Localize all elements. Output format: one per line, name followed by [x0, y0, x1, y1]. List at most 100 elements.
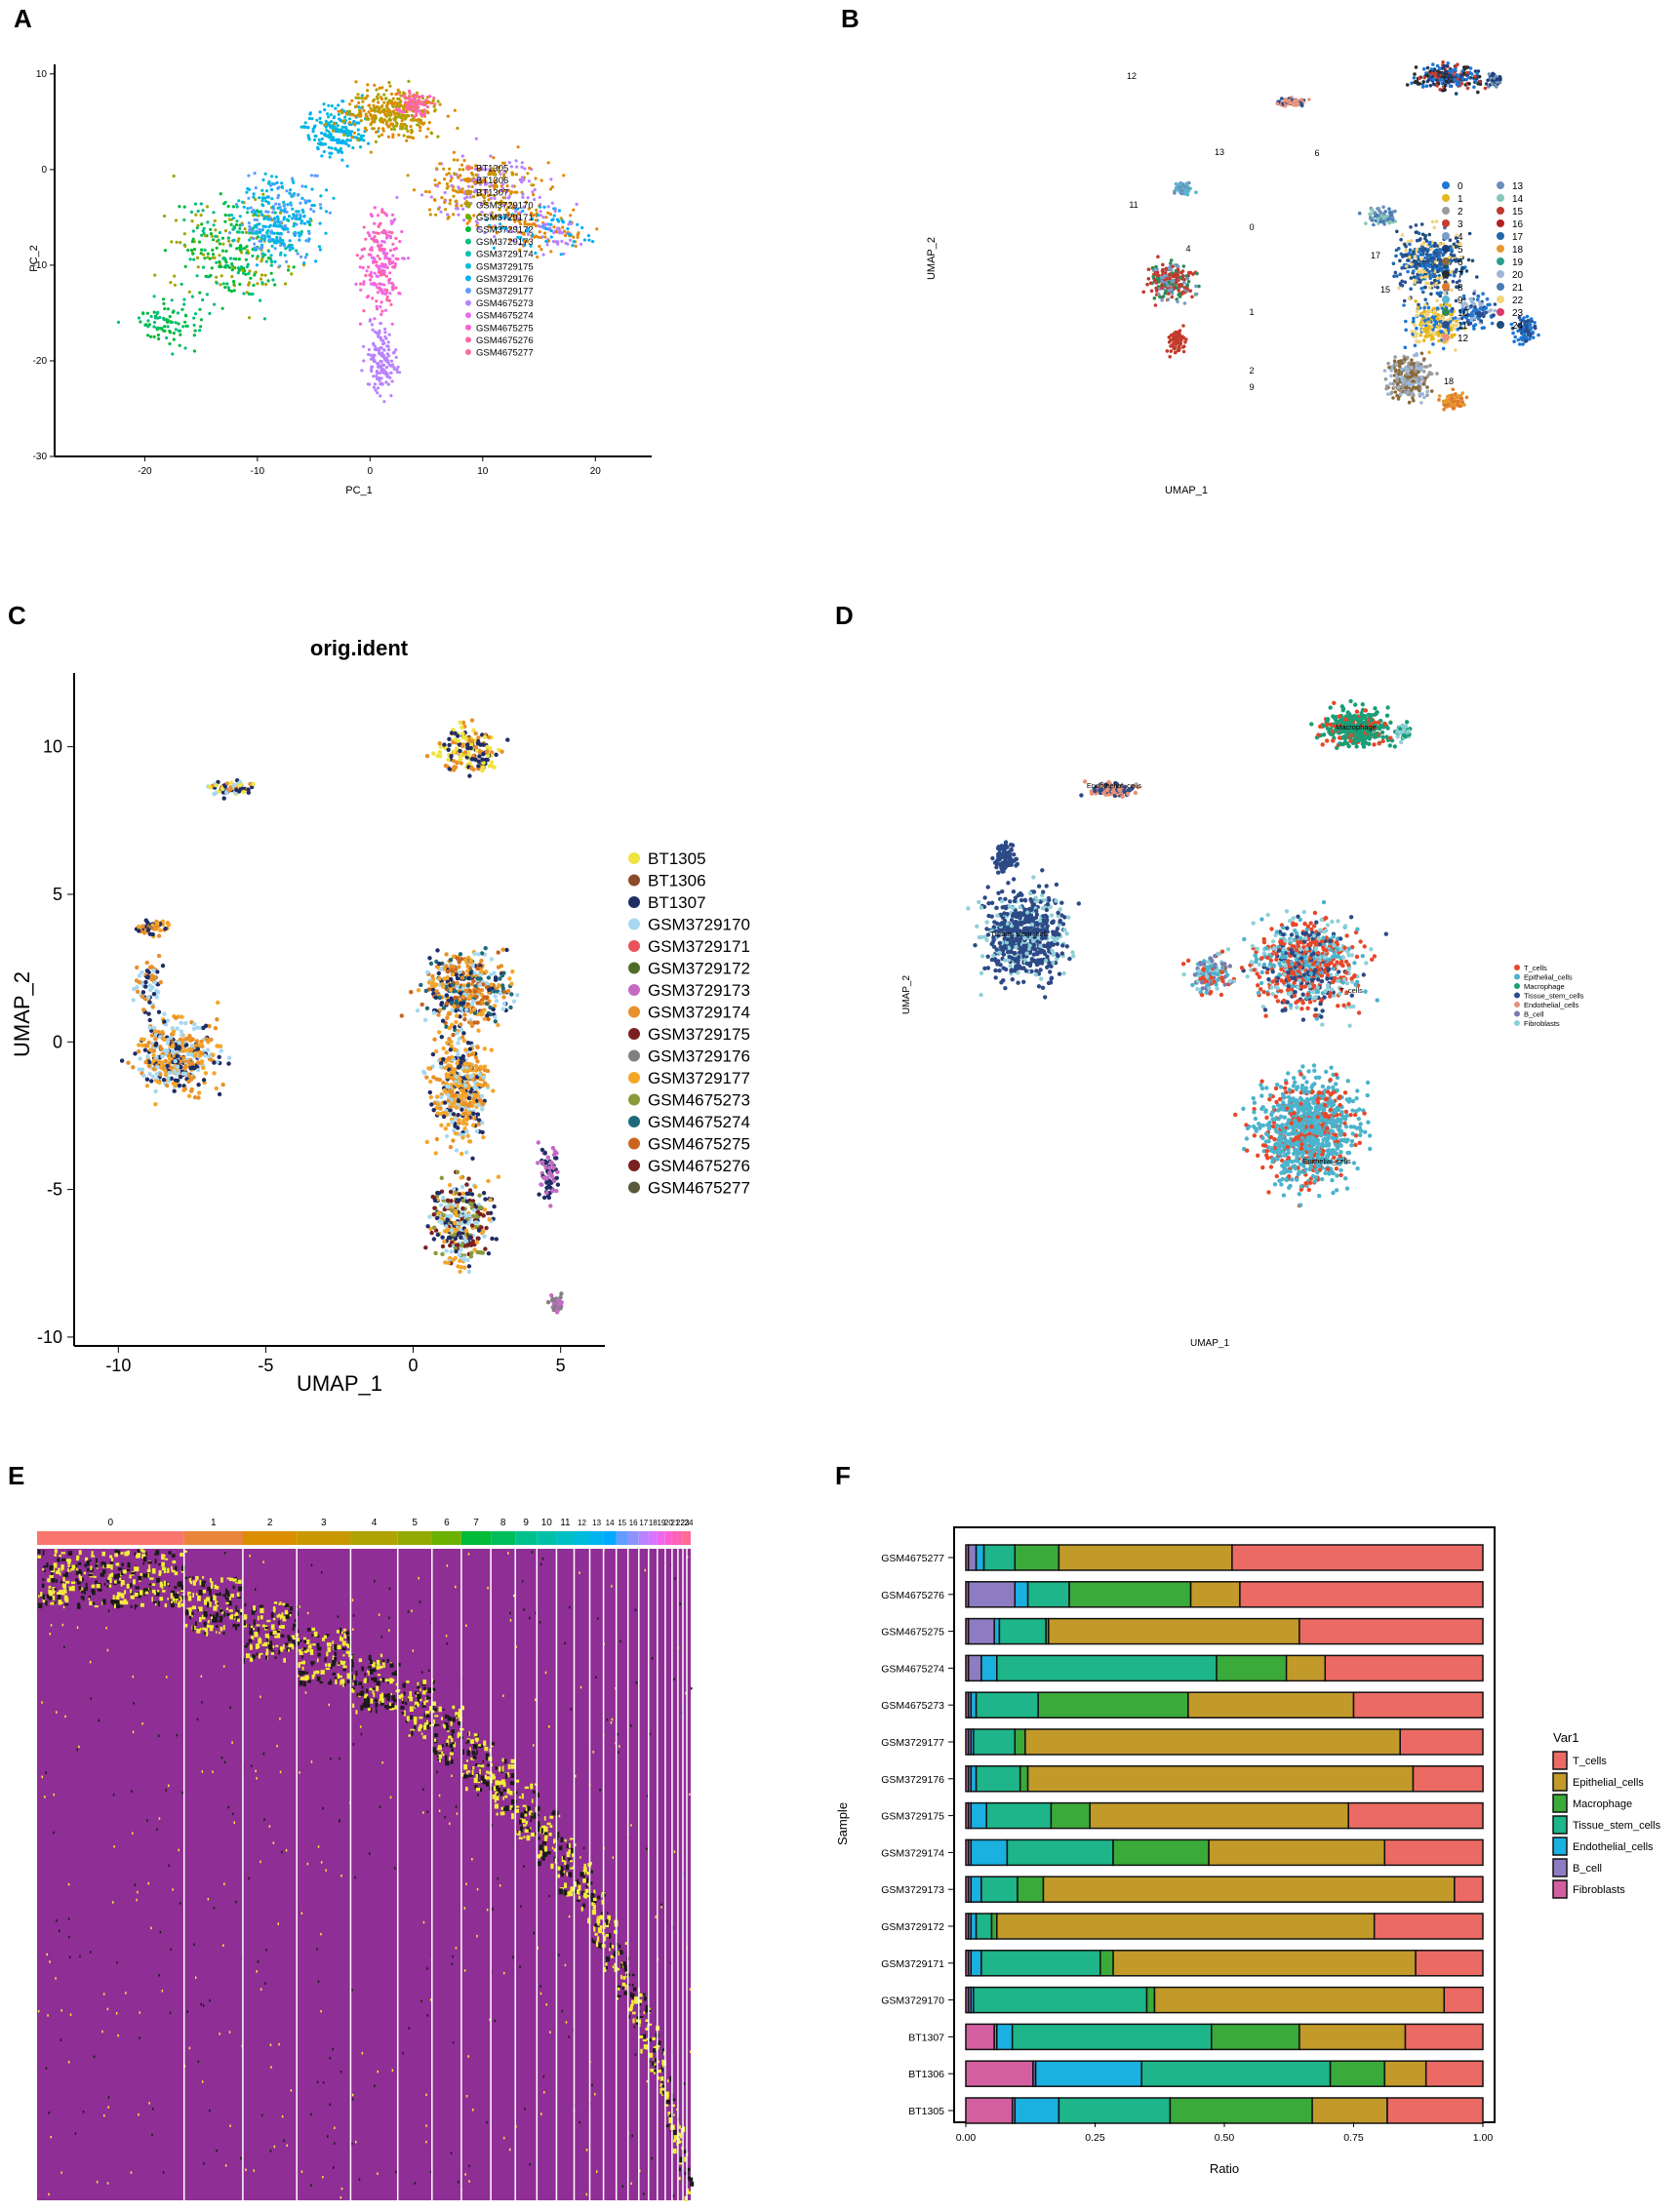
data-point [1435, 372, 1439, 375]
data-point [337, 112, 340, 116]
legend-label: 8 [1458, 283, 1463, 294]
data-point [183, 1037, 188, 1042]
data-point [544, 239, 548, 243]
data-point [199, 318, 203, 322]
data-point [218, 254, 221, 257]
data-point [209, 273, 213, 278]
data-point [1517, 322, 1522, 327]
data-point [167, 1070, 172, 1076]
data-point [309, 207, 313, 212]
data-point [539, 210, 542, 214]
data-point [1448, 84, 1453, 89]
data-point [1422, 395, 1426, 400]
data-point [507, 188, 511, 192]
data-point [1475, 71, 1479, 76]
data-point [247, 238, 252, 242]
data-point [1529, 317, 1534, 321]
data-point [576, 222, 579, 226]
data-point [155, 969, 160, 974]
data-point [435, 167, 439, 171]
data-point [380, 312, 383, 316]
data-point [534, 177, 538, 180]
data-point [391, 136, 395, 139]
data-point [1454, 392, 1458, 396]
data-point [217, 1054, 221, 1059]
data-point [380, 353, 384, 357]
data-point [150, 973, 155, 978]
data-point [1378, 219, 1382, 223]
data-point [1466, 322, 1471, 326]
data-point [215, 1017, 220, 1022]
data-point [389, 302, 393, 306]
data-point [1521, 326, 1526, 330]
data-point [1160, 275, 1164, 280]
data-point [1533, 326, 1538, 331]
data-point [213, 1026, 219, 1031]
data-point [388, 84, 392, 88]
data-point [328, 151, 332, 155]
data-point [297, 231, 300, 235]
data-point [1426, 248, 1430, 252]
data-point [156, 990, 161, 995]
data-point [291, 247, 295, 251]
data-point [580, 225, 584, 230]
data-point [269, 271, 273, 275]
data-point [1421, 338, 1426, 342]
data-point [170, 1026, 175, 1031]
legend-label: 13 [1512, 181, 1524, 192]
data-point [256, 282, 260, 286]
data-point [452, 194, 456, 198]
data-point [266, 181, 271, 185]
data-point [558, 231, 562, 235]
data-point [436, 207, 441, 211]
data-point [520, 176, 525, 179]
data-point [383, 212, 387, 216]
data-point [388, 292, 392, 296]
data-point [1448, 401, 1453, 405]
data-point [260, 281, 264, 285]
data-point [190, 240, 194, 244]
data-point [249, 206, 253, 210]
data-point [1406, 240, 1411, 244]
data-point [266, 279, 270, 283]
data-point [1458, 326, 1462, 331]
data-point [168, 341, 172, 346]
data-point [1468, 66, 1473, 70]
data-point [474, 164, 478, 168]
data-point [436, 99, 440, 103]
data-point [165, 336, 169, 340]
data-point [1165, 349, 1170, 353]
data-point [1154, 289, 1159, 293]
data-point [205, 1047, 211, 1052]
data-point [352, 122, 356, 126]
data-point [371, 328, 375, 332]
data-point [253, 248, 257, 252]
data-point [1423, 313, 1427, 317]
data-point [1423, 297, 1427, 302]
data-point [1444, 69, 1449, 74]
data-point [286, 230, 291, 234]
data-point [1423, 247, 1427, 251]
data-point [254, 223, 258, 227]
data-point [160, 1031, 166, 1036]
data-point [1420, 378, 1425, 382]
data-point [245, 291, 249, 295]
data-point [378, 378, 381, 382]
data-point [253, 217, 257, 221]
data-point [223, 213, 227, 217]
data-point [1476, 90, 1480, 95]
legend-marker [465, 299, 471, 306]
data-point [408, 95, 412, 99]
data-point [350, 136, 354, 139]
data-point [193, 1043, 198, 1048]
data-point [1454, 236, 1458, 240]
data-point [1533, 321, 1537, 325]
data-point [1438, 249, 1443, 253]
data-point [412, 93, 416, 97]
data-point [1386, 361, 1390, 366]
data-point [1406, 380, 1410, 385]
data-point [223, 219, 227, 223]
data-point [1418, 250, 1421, 254]
data-point [446, 217, 450, 220]
